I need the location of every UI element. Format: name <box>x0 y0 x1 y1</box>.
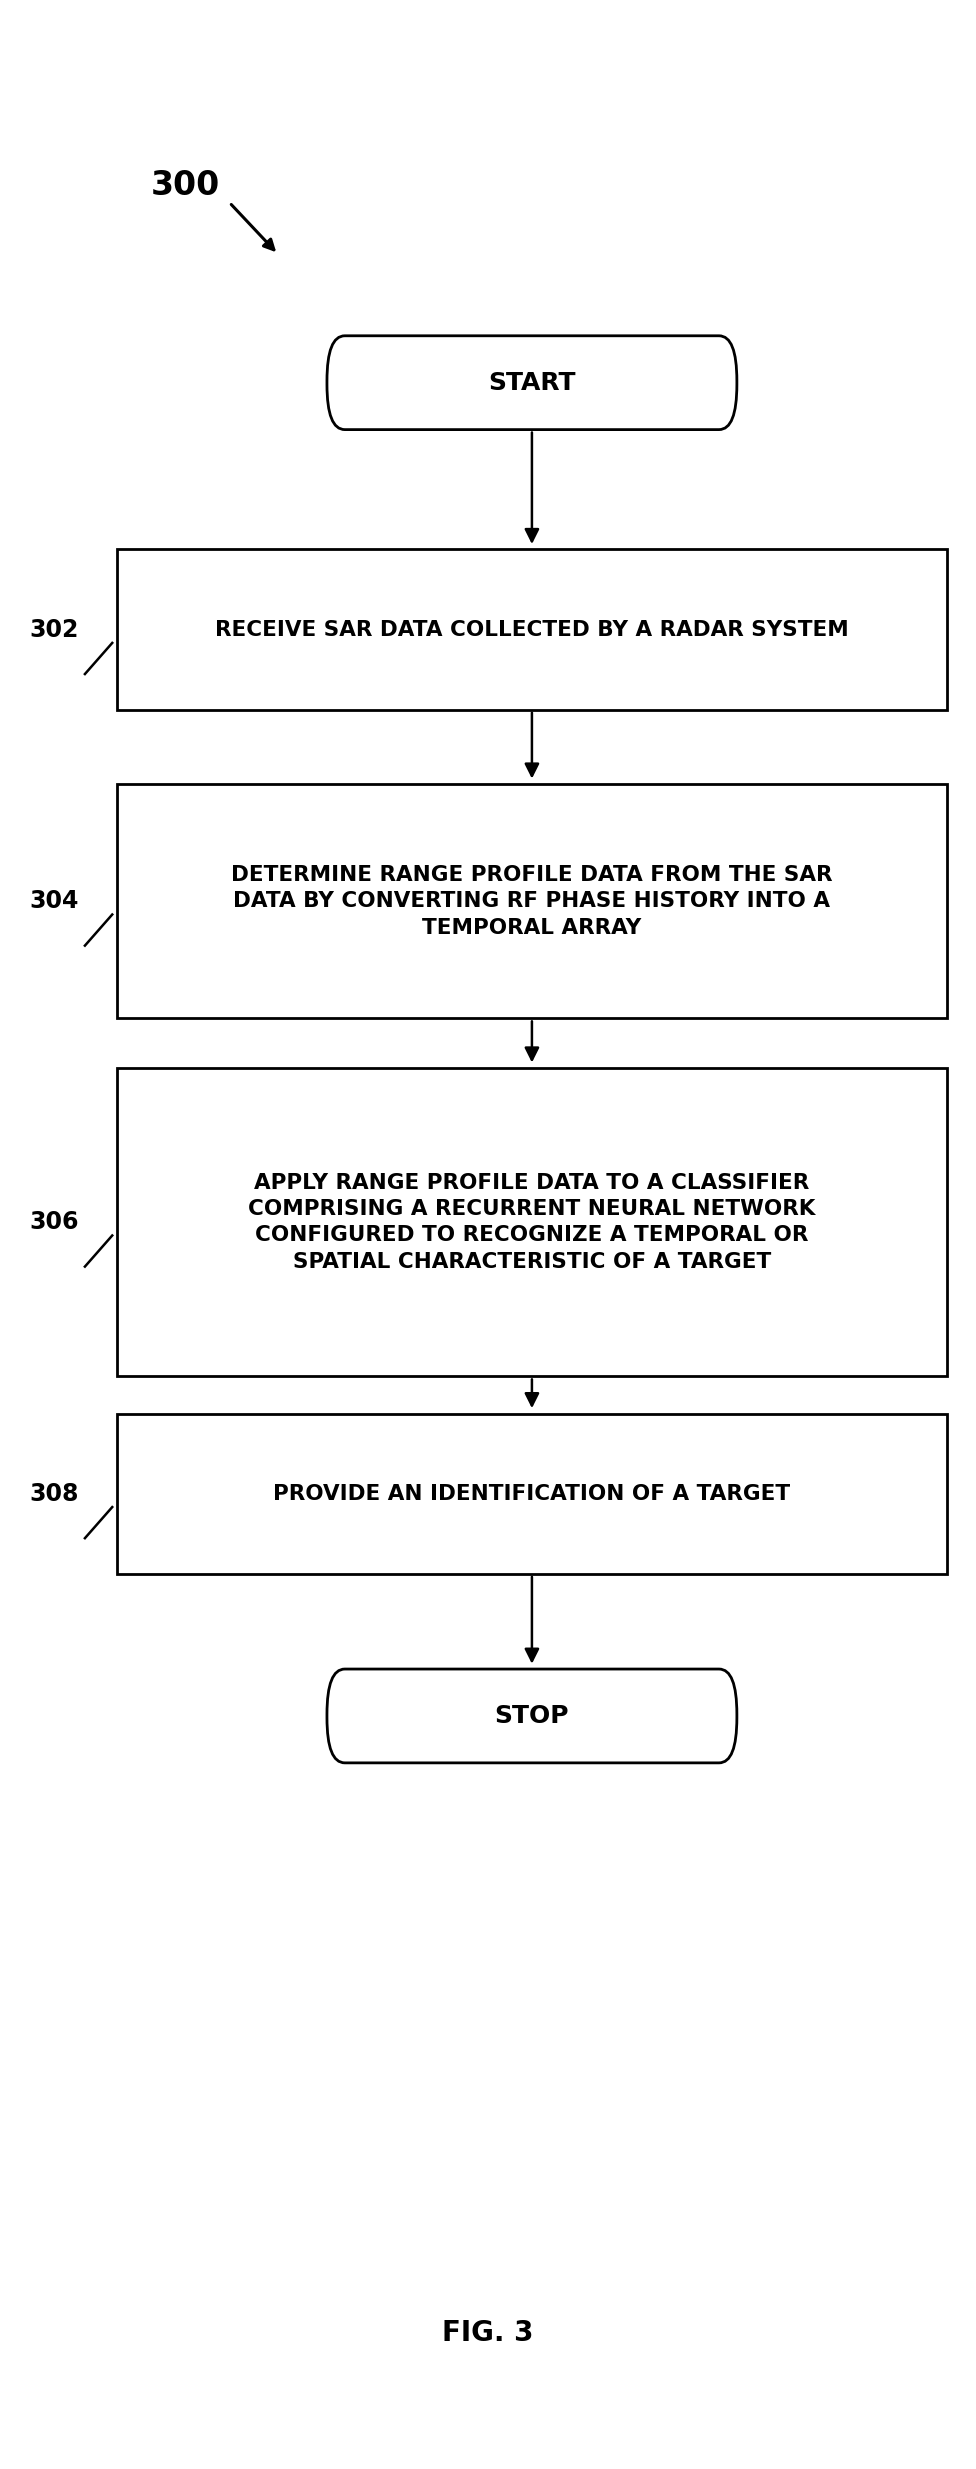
FancyBboxPatch shape <box>327 1669 737 1763</box>
FancyBboxPatch shape <box>117 1412 947 1575</box>
FancyBboxPatch shape <box>117 1067 947 1378</box>
Text: 306: 306 <box>29 1210 78 1234</box>
Text: 304: 304 <box>29 889 78 914</box>
Text: 300: 300 <box>151 168 220 202</box>
Text: PROVIDE AN IDENTIFICATION OF A TARGET: PROVIDE AN IDENTIFICATION OF A TARGET <box>273 1484 791 1504</box>
Text: APPLY RANGE PROFILE DATA TO A CLASSIFIER
COMPRISING A RECURRENT NEURAL NETWORK
C: APPLY RANGE PROFILE DATA TO A CLASSIFIER… <box>248 1173 816 1272</box>
Text: START: START <box>488 370 576 395</box>
Text: FIG. 3: FIG. 3 <box>442 2318 534 2348</box>
Text: 302: 302 <box>29 617 78 642</box>
Text: DETERMINE RANGE PROFILE DATA FROM THE SAR
DATA BY CONVERTING RF PHASE HISTORY IN: DETERMINE RANGE PROFILE DATA FROM THE SA… <box>231 864 833 938</box>
FancyBboxPatch shape <box>327 336 737 430</box>
FancyBboxPatch shape <box>117 785 947 1017</box>
Text: 308: 308 <box>29 1481 78 1506</box>
FancyBboxPatch shape <box>117 548 947 709</box>
Text: RECEIVE SAR DATA COLLECTED BY A RADAR SYSTEM: RECEIVE SAR DATA COLLECTED BY A RADAR SY… <box>215 620 849 639</box>
Text: STOP: STOP <box>495 1704 569 1728</box>
